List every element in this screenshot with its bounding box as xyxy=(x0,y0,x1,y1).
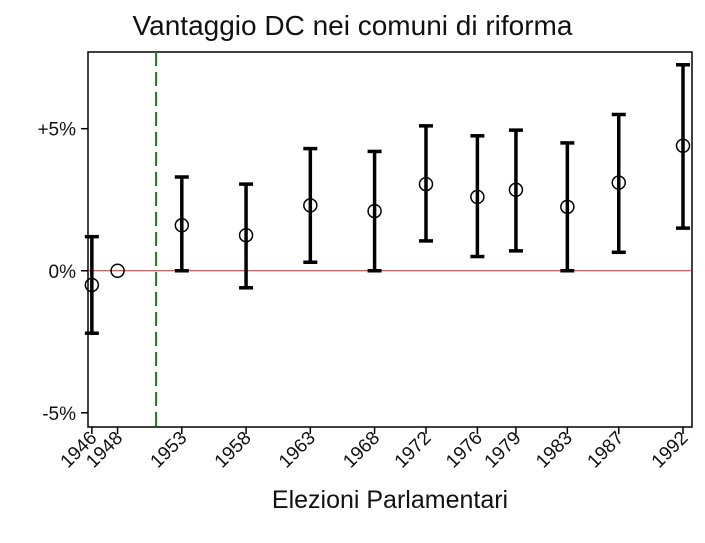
data-point xyxy=(303,198,318,213)
x-axis-label: Elezioni Parlamentari xyxy=(271,486,509,514)
chart-title: Vantaggio DC nei comuni di riforma xyxy=(132,10,573,41)
data-point xyxy=(238,227,254,243)
x-tick-label: 1958 xyxy=(211,428,256,473)
y-tick-label: 0% xyxy=(49,262,77,283)
data-point xyxy=(110,263,125,278)
x-tick-label: 1987 xyxy=(584,428,629,473)
data-point xyxy=(611,175,626,190)
data-point xyxy=(418,176,434,192)
data-point xyxy=(508,182,524,198)
plot-frame xyxy=(87,51,693,428)
x-tick-label: 1972 xyxy=(391,428,436,473)
data-point xyxy=(84,277,100,293)
data-point xyxy=(560,199,575,215)
data-point xyxy=(174,218,190,233)
data-point xyxy=(367,203,382,219)
x-tick-label: 1992 xyxy=(648,428,693,473)
x-tick-label: 1983 xyxy=(532,428,577,473)
data-point xyxy=(470,189,485,205)
x-tick-label: 1968 xyxy=(339,428,384,473)
x-tick-label: 1979 xyxy=(481,428,526,473)
x-tick-label: 1953 xyxy=(147,428,192,473)
y-tick-label: -5% xyxy=(42,404,76,425)
data-point xyxy=(675,138,691,153)
y-tick-label: +5% xyxy=(37,120,76,141)
x-tick-label: 1963 xyxy=(275,428,320,473)
x-tick-label: 1976 xyxy=(442,428,487,473)
